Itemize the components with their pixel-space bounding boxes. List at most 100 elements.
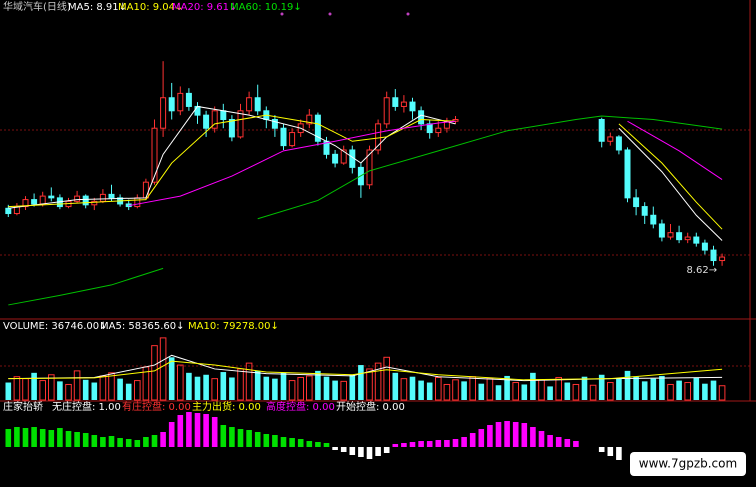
bar bbox=[272, 435, 278, 447]
bar bbox=[65, 431, 72, 447]
candle-body bbox=[719, 256, 726, 262]
bar bbox=[203, 374, 209, 400]
bar bbox=[22, 428, 29, 447]
bar bbox=[211, 378, 218, 401]
legend-label: MA5: 58365.60↓ bbox=[100, 321, 184, 332]
bar bbox=[667, 383, 674, 401]
bar bbox=[349, 374, 356, 400]
bar bbox=[220, 425, 227, 447]
bar bbox=[297, 376, 304, 401]
bar bbox=[401, 443, 407, 447]
bar bbox=[272, 378, 278, 400]
bar bbox=[263, 434, 270, 447]
bar bbox=[572, 383, 580, 401]
bar bbox=[14, 427, 20, 447]
candle-body bbox=[375, 123, 382, 151]
bar bbox=[82, 433, 89, 447]
bar bbox=[487, 425, 493, 447]
bar bbox=[418, 380, 424, 400]
candle-body bbox=[91, 200, 98, 206]
moving-average bbox=[8, 114, 456, 208]
bar bbox=[340, 447, 347, 452]
bar bbox=[151, 345, 158, 401]
candle-body bbox=[177, 92, 184, 112]
bar bbox=[641, 381, 648, 400]
candle-body bbox=[624, 149, 631, 199]
bar bbox=[91, 435, 98, 447]
bar bbox=[383, 447, 390, 453]
bar bbox=[48, 430, 55, 447]
candle-body bbox=[650, 214, 657, 225]
bar bbox=[650, 378, 657, 400]
bar bbox=[392, 444, 399, 447]
candle-body bbox=[693, 236, 700, 244]
bar bbox=[134, 440, 141, 447]
bar bbox=[478, 383, 485, 400]
bar bbox=[461, 381, 467, 400]
bar bbox=[186, 372, 192, 400]
bar bbox=[211, 417, 218, 447]
candle-body bbox=[246, 97, 253, 112]
legend-label: 华域汽车(日线) bbox=[3, 0, 71, 13]
candle-body bbox=[280, 127, 287, 147]
candle-body bbox=[254, 97, 261, 112]
bar bbox=[616, 447, 622, 460]
bar bbox=[194, 376, 201, 400]
bar bbox=[538, 431, 545, 447]
bar bbox=[340, 380, 347, 401]
bar bbox=[358, 365, 364, 400]
bar bbox=[495, 385, 502, 400]
candle-body bbox=[220, 110, 227, 121]
candle-body bbox=[426, 123, 433, 134]
bar bbox=[229, 427, 235, 447]
bar bbox=[461, 437, 467, 447]
bar bbox=[74, 432, 80, 447]
candle-body bbox=[418, 110, 425, 125]
moving-average bbox=[8, 354, 723, 382]
bar bbox=[39, 380, 47, 401]
moving-average bbox=[128, 120, 456, 207]
candle-body bbox=[194, 105, 201, 116]
candle-body bbox=[5, 207, 12, 215]
bar bbox=[426, 382, 433, 400]
plot-layer: 华域汽车(日线)MA5: 8.91↓MA10: 9.04↓MA20: 9.61↓… bbox=[3, 0, 726, 460]
candle-body bbox=[48, 195, 55, 199]
candle-body bbox=[658, 223, 665, 238]
candle-body bbox=[142, 181, 149, 199]
bar bbox=[375, 447, 381, 456]
bar bbox=[589, 384, 597, 401]
bar bbox=[31, 372, 37, 400]
candle-body bbox=[409, 101, 416, 112]
bar bbox=[57, 428, 63, 447]
bar bbox=[633, 376, 639, 400]
bar bbox=[512, 382, 520, 401]
bar bbox=[521, 423, 528, 447]
bar bbox=[125, 439, 132, 447]
watermark: www.7gpzb.com bbox=[639, 457, 737, 471]
candle-body bbox=[271, 119, 278, 129]
bar bbox=[435, 440, 442, 447]
bar bbox=[349, 447, 356, 455]
low-annotation: 8.62→ bbox=[686, 265, 717, 276]
bar bbox=[117, 438, 123, 447]
bar bbox=[366, 368, 373, 401]
bar bbox=[383, 356, 390, 401]
bar bbox=[478, 429, 485, 447]
candle-body bbox=[211, 110, 218, 129]
bar bbox=[504, 375, 510, 400]
legend-label: 主力出货: 0.00 bbox=[192, 400, 261, 413]
candle-body bbox=[641, 206, 648, 216]
bar bbox=[555, 437, 562, 447]
bar bbox=[718, 385, 726, 401]
bar bbox=[547, 386, 553, 400]
bar bbox=[469, 433, 476, 447]
bar bbox=[702, 383, 708, 400]
bar bbox=[323, 443, 330, 447]
bar bbox=[177, 364, 184, 401]
candle-body bbox=[237, 110, 244, 138]
bar bbox=[134, 380, 141, 401]
bar bbox=[289, 438, 295, 447]
bar bbox=[624, 370, 631, 400]
bar bbox=[5, 382, 12, 400]
